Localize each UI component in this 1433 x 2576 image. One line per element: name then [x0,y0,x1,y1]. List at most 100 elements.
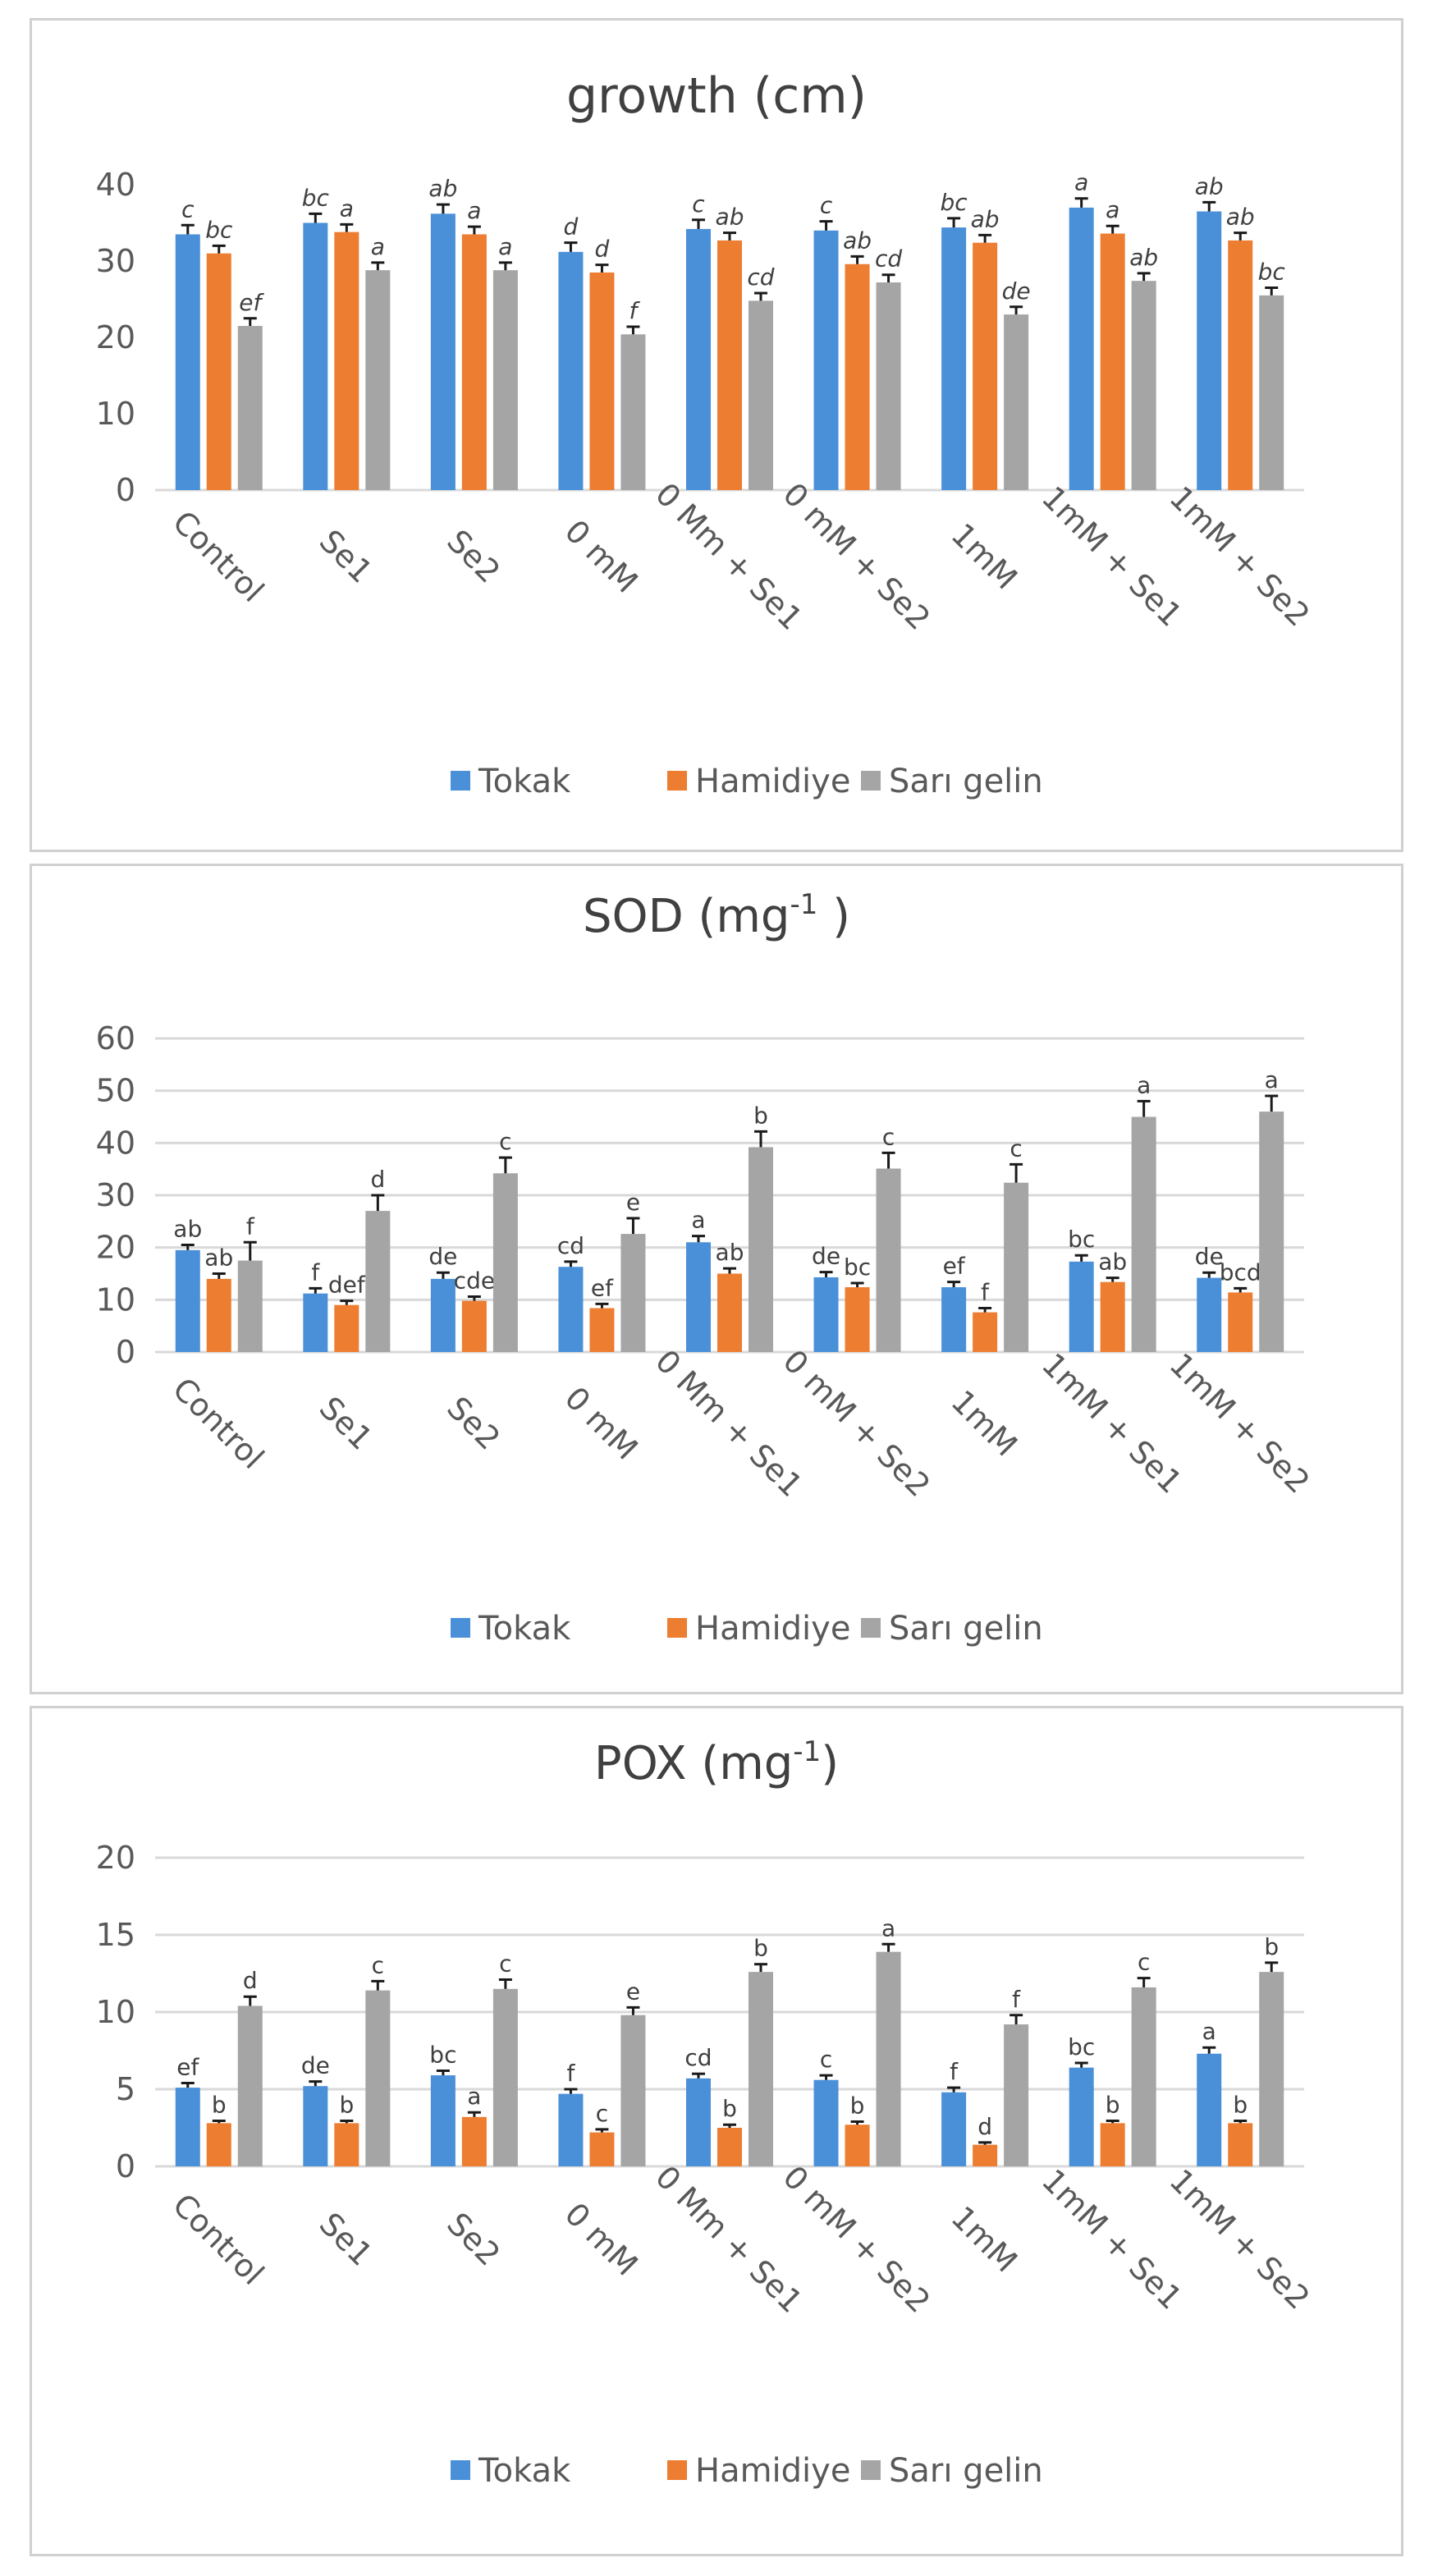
bar [845,1287,870,1352]
bar [1259,295,1284,490]
bar [175,234,200,490]
bar [973,242,998,490]
significance-label: a [691,1207,705,1234]
significance-label: b [722,2095,737,2122]
category-label: 1mM [945,1383,1025,1464]
chart-title: POX (mg-1) [594,1735,839,1790]
bar [461,234,487,490]
category-label: 1mM [945,516,1025,597]
bar [1197,1277,1222,1352]
significance-label: a [1202,2018,1216,2045]
legend-label: Tokak [478,763,571,800]
bar [461,2116,487,2166]
significance-label: b [339,2092,354,2119]
significance-label: ef [943,1253,966,1280]
bar [620,2015,646,2166]
bar [237,2005,263,2166]
bar [206,1278,231,1352]
significance-label: c [181,195,195,222]
significance-label: ef [591,1274,614,1301]
significance-label: de [1195,1243,1224,1270]
bar [206,2123,231,2166]
legend-swatch [451,771,470,791]
legend-label: Hamidiye [695,2452,850,2490]
significance-label: ab [716,204,744,231]
significance-label: a [1106,196,1119,223]
legend-swatch [451,1618,470,1638]
significance-label: bc [429,2041,456,2068]
bar [365,1211,391,1352]
bar [686,2078,711,2166]
bar [334,231,359,490]
significance-label: a [1074,169,1088,196]
bar [876,282,901,490]
significance-label: bc [844,1254,871,1281]
bar [492,270,518,490]
significance-label: ab [716,1239,744,1266]
significance-label: a [340,195,354,222]
bar [1131,1116,1156,1352]
bar [1259,1112,1284,1352]
significance-label: bc [1068,2033,1095,2060]
y-tick-label: 0 [116,1334,135,1370]
legend-swatch [667,771,687,791]
bar [686,1242,711,1352]
bar [334,2123,359,2166]
significance-label: e [626,1189,640,1216]
significance-label: de [428,1243,457,1270]
y-tick-label: 50 [96,1073,135,1109]
significance-label: f [981,1279,990,1306]
bar [1228,2123,1253,2166]
bar [1069,1261,1094,1352]
bar [175,2088,200,2166]
significance-label: ef [239,289,264,316]
significance-label: ab [204,1244,233,1272]
pox-chart: POX (mg-1)05101520efbdControldebcSe1bcac… [96,1735,1317,2490]
bar [813,2079,839,2166]
bar [303,222,328,490]
significance-label: c [1138,1949,1150,1976]
bar [430,213,456,490]
legend-swatch [861,2460,881,2480]
category-label: Se2 [440,523,507,590]
legend-label: Hamidiye [695,1610,850,1648]
bar [1131,1987,1156,2166]
significance-label: f [950,2058,959,2085]
legend-swatch [667,2460,687,2480]
significance-label: ab [843,227,872,254]
bar [206,253,231,490]
bar [430,1278,456,1352]
significance-label: a [1265,1066,1279,1093]
growth-chart-panel: growth (cm) 0 10 20 30 40 c bc ef Control bc a a Se1 a… [30,18,1403,852]
bar [941,1287,967,1352]
legend-swatch [451,2460,470,2480]
bar [558,251,584,490]
category-label: Se1 [313,523,380,590]
pox-chart-panel: POX (mg-1) 0 5 10 15 20 ef b d Control de b c Se1 bc a c… [30,1706,1403,2556]
significance-label: c [596,2100,608,2127]
bar [492,1173,518,1352]
bar [365,1990,391,2166]
significance-label: bc [941,189,968,216]
bar [876,1951,901,2166]
bar [492,1988,518,2166]
bar [813,230,839,490]
bar [717,1273,742,1352]
significance-label: ab [971,205,1000,232]
significance-label: cde [454,1267,495,1295]
y-tick-label: 20 [96,1840,135,1876]
significance-label: ab [1129,244,1158,271]
bar [1069,207,1094,490]
significance-label: c [692,190,705,218]
y-tick-label: 20 [96,319,135,355]
significance-label: d [370,1166,385,1193]
significance-label: bc [205,216,233,243]
significance-label: bc [302,184,330,211]
y-tick-label: 0 [116,2148,135,2184]
significance-label: a [467,197,481,224]
significance-label: bcd [1220,1258,1261,1286]
category-label: Se2 [440,1390,507,1457]
significance-label: f [630,297,641,324]
bar [1228,1292,1253,1352]
